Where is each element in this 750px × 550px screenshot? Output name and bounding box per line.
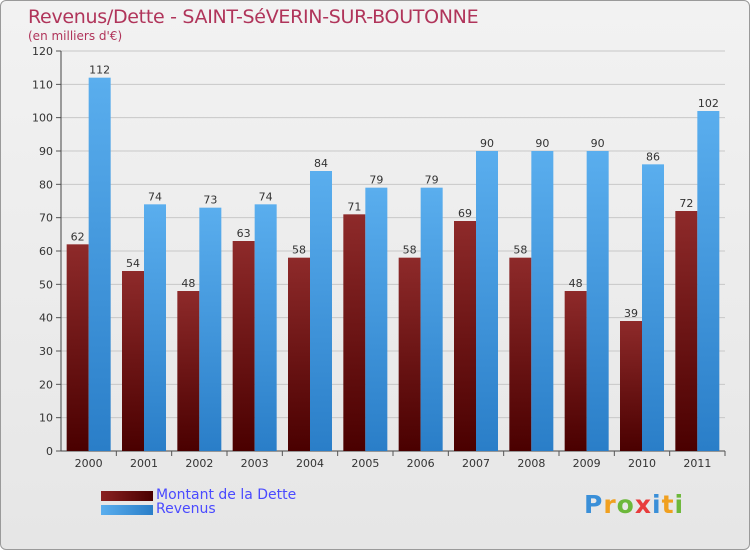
bar-dette	[509, 257, 532, 451]
x-tick-label: 2009	[573, 457, 601, 470]
value-label-revenus: 84	[314, 157, 328, 170]
x-tick-label: 2000	[75, 457, 103, 470]
value-label-revenus: 74	[259, 190, 273, 203]
proxiti-logo: Proxiti	[584, 490, 684, 519]
x-tick-label: 2010	[628, 457, 656, 470]
logo-letter: t	[661, 490, 675, 519]
bar-revenus	[144, 204, 166, 451]
value-label-dette: 58	[403, 244, 417, 257]
y-tick-label: 0	[46, 445, 53, 458]
value-label-revenus: 90	[535, 137, 549, 150]
x-tick-label: 2002	[185, 457, 213, 470]
value-label-revenus: 74	[148, 190, 162, 203]
legend-label-revenus: Revenus	[156, 501, 216, 517]
y-tick-label: 70	[39, 212, 53, 225]
legend-swatch-dette	[101, 491, 153, 501]
y-tick-label: 50	[39, 278, 53, 291]
bar-dette	[232, 241, 255, 451]
logo-letter: i	[652, 490, 662, 519]
x-tick-label: 2001	[130, 457, 158, 470]
bar-revenus	[697, 111, 720, 451]
bar-revenus	[476, 151, 498, 451]
value-label-revenus: 90	[480, 137, 494, 150]
bar-revenus	[586, 151, 609, 451]
y-tick-label: 60	[39, 245, 53, 258]
logo-letter: r	[603, 490, 617, 519]
logo-letter: i	[674, 490, 685, 519]
legend-swatch-revenus	[101, 505, 153, 515]
x-tick-label: 2004	[296, 457, 324, 470]
value-label-dette: 62	[71, 230, 85, 243]
bar-revenus	[642, 164, 664, 452]
bar-revenus	[88, 77, 111, 452]
x-tick-label: 2003	[241, 457, 269, 470]
x-tick-label: 2005	[351, 457, 379, 470]
bar-dette	[398, 257, 421, 451]
bar-dette	[564, 291, 587, 451]
x-tick-label: 2008	[517, 457, 545, 470]
y-tick-label: 10	[39, 412, 53, 425]
bar-dette	[66, 244, 89, 451]
bar-revenus	[365, 187, 388, 451]
x-tick-label: 2007	[462, 457, 490, 470]
value-label-revenus: 112	[89, 64, 110, 77]
bar-dette	[343, 214, 366, 451]
y-tick-label: 110	[32, 78, 53, 91]
x-tick-label: 2011	[683, 457, 711, 470]
y-tick-label: 100	[32, 112, 53, 125]
bar-dette	[454, 221, 476, 451]
value-label-dette: 48	[569, 277, 583, 290]
value-label-dette: 69	[458, 207, 472, 220]
logo-letter: x	[634, 490, 652, 519]
logo-letter: P	[584, 490, 604, 519]
bar-revenus	[420, 187, 443, 451]
bar-dette	[620, 321, 642, 451]
logo-letter: o	[616, 490, 635, 519]
value-label-revenus: 73	[203, 194, 217, 207]
value-label-dette: 72	[679, 197, 693, 210]
value-label-dette: 39	[624, 307, 638, 320]
bar-revenus	[531, 151, 554, 451]
value-label-revenus: 86	[646, 150, 660, 163]
bar-dette	[122, 271, 144, 451]
chart-title: Revenus/Dette - SAINT-SéVERIN-SUR-BOUTON…	[28, 6, 479, 28]
bar-revenus	[254, 204, 277, 451]
legend-label-dette: Montant de la Dette	[156, 487, 297, 503]
y-tick-label: 20	[39, 378, 53, 391]
y-tick-label: 30	[39, 345, 53, 358]
value-label-dette: 58	[513, 244, 527, 257]
bar-revenus	[199, 207, 222, 451]
bar-dette	[675, 211, 698, 451]
x-tick-label: 2006	[407, 457, 435, 470]
bar-dette	[288, 257, 310, 451]
value-label-revenus: 90	[591, 137, 605, 150]
y-tick-label: 80	[39, 178, 53, 191]
y-tick-label: 120	[32, 45, 53, 58]
y-tick-label: 40	[39, 312, 53, 325]
value-label-revenus: 102	[698, 97, 719, 110]
value-label-dette: 48	[181, 277, 195, 290]
value-label-dette: 71	[347, 200, 361, 213]
bar-revenus	[310, 171, 332, 451]
value-label-revenus: 79	[425, 174, 439, 187]
value-label-dette: 54	[126, 257, 140, 270]
chart-subtitle: (en milliers d'€)	[28, 29, 123, 43]
value-label-dette: 63	[237, 227, 251, 240]
value-label-dette: 58	[292, 244, 306, 257]
value-label-revenus: 79	[369, 174, 383, 187]
y-tick-label: 90	[39, 145, 53, 158]
bar-dette	[177, 291, 200, 451]
